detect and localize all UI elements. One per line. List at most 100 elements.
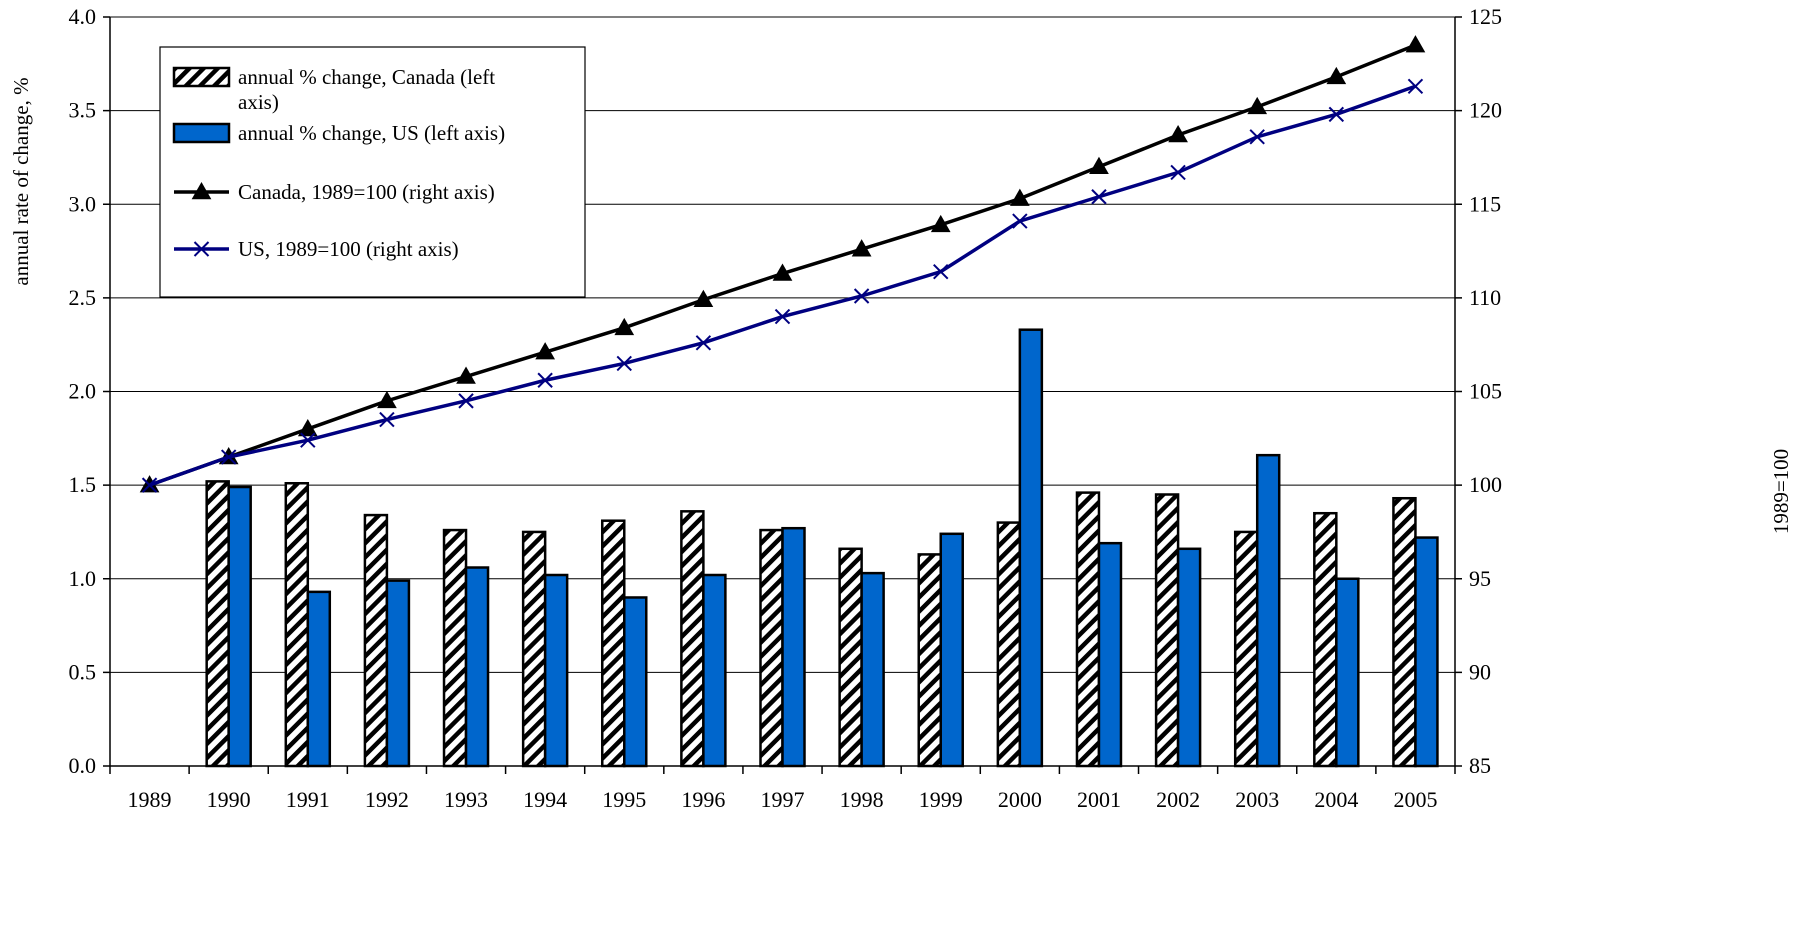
point-us-1996	[695, 335, 712, 351]
point-canada-2001	[1089, 156, 1109, 175]
point-us-1997	[774, 308, 791, 325]
point-us-1998-b	[853, 288, 870, 304]
point-us-1997-b	[774, 308, 791, 325]
bar-canada-1991	[284, 482, 310, 768]
point-us-1993	[458, 393, 474, 409]
left-tick-label: 0.5	[69, 659, 97, 684]
point-canada-1994	[535, 342, 556, 360]
point-canada-1999	[930, 214, 951, 233]
x-tick-label: 1991	[286, 787, 330, 812]
right-tick-label: 85	[1469, 753, 1491, 778]
point-us-1999	[933, 263, 949, 280]
bar-canada-2004	[1313, 511, 1338, 768]
left-tick-label: 3.0	[69, 191, 97, 216]
right-tick-label: 100	[1469, 472, 1502, 497]
legend-marker-us-line-b	[193, 241, 210, 257]
point-us-1994	[537, 372, 553, 388]
y-axis-label: annual rate of change, %	[9, 77, 33, 285]
legend-swatch-canada-bar	[172, 66, 231, 88]
right-tick-label: 120	[1469, 98, 1502, 123]
legend-label-canada-bar: annual % change, Canada (left axis)	[238, 65, 495, 114]
left-tick-label: 2.0	[69, 379, 97, 404]
bar-canada-2005	[1392, 496, 1417, 768]
bar-canada-2002	[1154, 493, 1180, 768]
bar-us-2003	[1255, 453, 1281, 768]
legend-label-line: US, 1989=100 (right axis)	[238, 237, 459, 261]
point-canada-1998	[851, 239, 872, 257]
point-us-2001	[1091, 189, 1107, 205]
legend-swatch-us-bar	[172, 122, 231, 144]
bar-us-1998	[860, 571, 885, 768]
x-tick-label: 2001	[1077, 787, 1121, 812]
right-tick-label: 95	[1469, 566, 1491, 591]
legend-label-line: annual % change, US (left axis)	[238, 121, 505, 145]
legend-marker-us-line	[193, 241, 210, 257]
point-us-1995-b	[616, 355, 632, 372]
x-tick-label: 1992	[365, 787, 409, 812]
x-tick-label: 1998	[840, 787, 884, 812]
point-us-2005-b	[1407, 78, 1424, 94]
point-us-2003	[1249, 129, 1265, 145]
point-us-2005	[1407, 78, 1424, 94]
bar-canada-2001	[1075, 491, 1101, 768]
bar-us-1992	[385, 579, 411, 768]
point-us-2000	[1012, 213, 1028, 229]
point-canada-2004	[1326, 66, 1347, 85]
point-us-1992-b	[379, 411, 395, 428]
bar-canada-1990	[205, 480, 230, 768]
bar-us-2001	[1097, 541, 1123, 768]
bar-us-1996	[702, 573, 727, 768]
point-canada-2002	[1168, 124, 1188, 143]
right-tick-label: 110	[1469, 285, 1501, 310]
x-tick-label: 1999	[919, 787, 963, 812]
left-tick-label: 2.5	[69, 285, 97, 310]
point-us-2001-b	[1091, 189, 1107, 205]
point-us-2000-b	[1012, 213, 1028, 229]
left-axis-ticks: 0.0 0.5 1.0 1.5 2.0 2.5 3.0 3.5 4.0	[69, 4, 97, 778]
point-canada-2003	[1247, 96, 1268, 115]
bar-canada-1997	[759, 528, 784, 768]
bar-canada-2000	[996, 521, 1022, 768]
bar-us-1990	[227, 485, 252, 768]
x-tick-label: 1996	[681, 787, 725, 812]
bar-canada-1995	[601, 519, 626, 768]
point-us-1993-b	[458, 393, 474, 409]
x-tick-label: 1994	[523, 787, 567, 812]
point-canada-1997	[772, 263, 793, 281]
point-us-2002-b	[1170, 164, 1186, 181]
point-us-1994-b	[537, 372, 553, 388]
point-us-1998	[853, 288, 870, 304]
left-tick-label: 3.5	[69, 98, 97, 123]
point-us-2004-b	[1328, 106, 1345, 123]
x-tick-label: 2002	[1156, 787, 1200, 812]
x-tick-label: 2005	[1393, 787, 1437, 812]
right-tick-label: 115	[1469, 191, 1501, 216]
point-us-1989-b	[141, 477, 158, 493]
left-tick-label: 4.0	[69, 4, 97, 29]
left-tick-label: 1.0	[69, 566, 97, 591]
point-us-1992	[379, 411, 395, 428]
point-us-2002	[1170, 164, 1186, 181]
point-canada-2000	[1009, 188, 1030, 206]
x-axis-ticks: 1989 1990 1991 1992 1993 1994 1995 1996 1997 1998…	[128, 787, 1438, 812]
legend-label-line: annual % change, Canada (left	[238, 65, 495, 89]
bar-canada-1998	[838, 547, 863, 768]
point-canada-2005	[1405, 35, 1426, 53]
left-tick-label: 0.0	[69, 753, 97, 778]
legend-label-canada-line: Canada, 1989=100 (right axis)	[238, 180, 495, 204]
bars-layer	[205, 328, 1439, 768]
x-tick-label: 1990	[207, 787, 251, 812]
point-canada-1993	[456, 366, 476, 384]
right-tick-label: 90	[1469, 659, 1491, 684]
point-canada-1991	[297, 418, 318, 437]
right-tick-label: 125	[1469, 4, 1502, 29]
bar-us-1994	[543, 573, 569, 768]
point-us-1995	[616, 355, 632, 372]
point-canada-1992	[377, 390, 397, 409]
point-canada-1996	[693, 289, 714, 307]
x-tick-label: 2004	[1314, 787, 1358, 812]
bar-us-2002	[1176, 547, 1202, 768]
point-us-2004	[1328, 106, 1345, 123]
bar-us-1993	[464, 566, 490, 768]
